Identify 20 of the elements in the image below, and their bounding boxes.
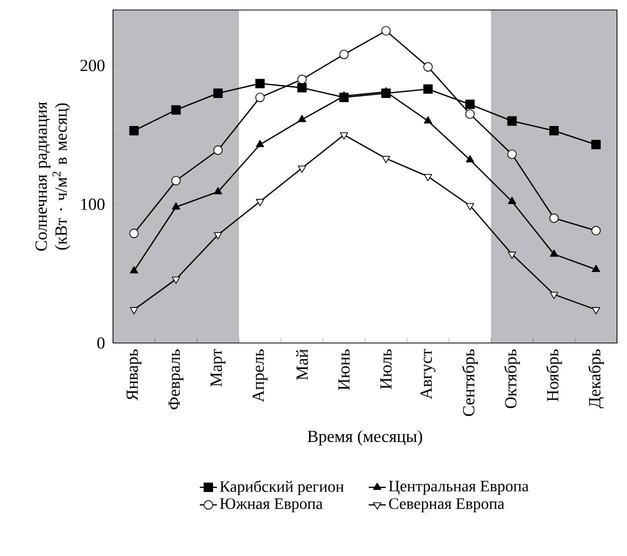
x-tick-label: Октябрь xyxy=(504,349,520,408)
x-tick-label: Март xyxy=(210,349,226,387)
y-tick-label: 0 xyxy=(97,337,105,349)
y-tick-label: 200 xyxy=(80,60,105,72)
x-tick-label: Январь xyxy=(126,349,142,401)
legend-label: Карибский регион xyxy=(220,480,344,496)
legend-label: Южная Европа xyxy=(220,498,323,512)
x-tick-label: Апрель xyxy=(252,349,268,402)
x-axis-title: Время (месяцы) xyxy=(308,430,422,446)
legend-label: Центральная Европа xyxy=(388,480,529,495)
x-tick-label: Июль xyxy=(380,349,392,389)
x-tick-label: Май xyxy=(296,349,308,380)
x-tick-label: Сентябрь xyxy=(462,349,478,416)
x-tick-label: Февраль xyxy=(168,349,184,410)
x-tick-label: Июнь xyxy=(338,349,350,390)
x-tick-label: Декабрь xyxy=(588,349,604,408)
x-tick-label: Ноябрь xyxy=(546,349,562,402)
x-tick-label: Август xyxy=(420,349,436,400)
y-tick-label: 100 xyxy=(81,198,105,210)
legend-label: Северная Европа xyxy=(389,498,504,512)
